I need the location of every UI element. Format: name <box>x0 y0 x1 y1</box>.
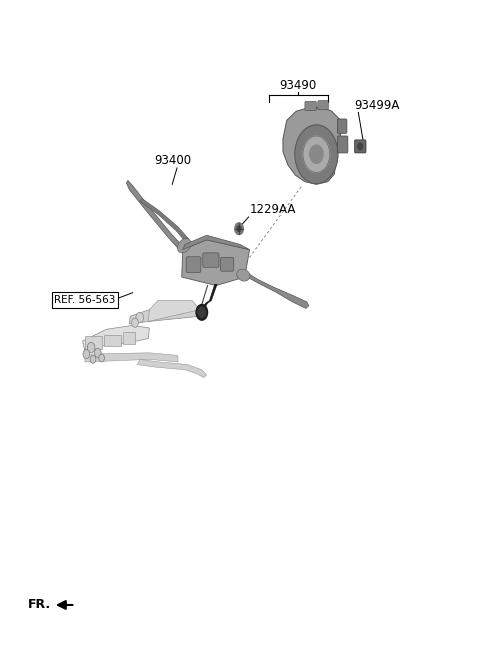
Polygon shape <box>148 300 200 321</box>
FancyBboxPatch shape <box>220 257 234 271</box>
Polygon shape <box>123 332 135 344</box>
Polygon shape <box>83 325 149 352</box>
Polygon shape <box>201 284 217 310</box>
Polygon shape <box>283 107 341 184</box>
FancyBboxPatch shape <box>337 136 348 153</box>
Polygon shape <box>140 199 189 243</box>
Circle shape <box>90 356 96 363</box>
Circle shape <box>83 350 90 359</box>
Ellipse shape <box>237 269 250 281</box>
Circle shape <box>358 143 363 150</box>
Text: 93499A: 93499A <box>355 99 400 112</box>
Text: REF. 56-563: REF. 56-563 <box>54 295 116 305</box>
Circle shape <box>235 223 243 235</box>
Polygon shape <box>183 236 250 250</box>
Polygon shape <box>129 310 201 324</box>
FancyBboxPatch shape <box>203 253 219 267</box>
Circle shape <box>310 145 323 163</box>
FancyBboxPatch shape <box>355 140 366 153</box>
Circle shape <box>132 318 138 327</box>
Polygon shape <box>245 272 309 308</box>
Polygon shape <box>126 180 183 249</box>
Circle shape <box>136 312 144 323</box>
Ellipse shape <box>178 239 191 253</box>
Circle shape <box>196 304 207 320</box>
Polygon shape <box>182 240 250 285</box>
Circle shape <box>87 342 95 353</box>
Text: FR.: FR. <box>28 598 51 611</box>
FancyBboxPatch shape <box>337 119 347 133</box>
Circle shape <box>295 125 338 184</box>
FancyBboxPatch shape <box>305 101 316 110</box>
Circle shape <box>198 307 205 318</box>
FancyBboxPatch shape <box>318 100 328 110</box>
Polygon shape <box>104 335 120 346</box>
Polygon shape <box>137 359 206 378</box>
Circle shape <box>303 136 330 173</box>
Text: 93490: 93490 <box>279 79 317 92</box>
FancyBboxPatch shape <box>186 256 201 272</box>
Text: 1229AA: 1229AA <box>250 203 296 216</box>
Circle shape <box>237 226 241 232</box>
Circle shape <box>95 348 101 358</box>
Text: 93400: 93400 <box>155 154 192 167</box>
Circle shape <box>99 354 105 362</box>
Polygon shape <box>85 336 102 349</box>
Polygon shape <box>85 353 178 362</box>
